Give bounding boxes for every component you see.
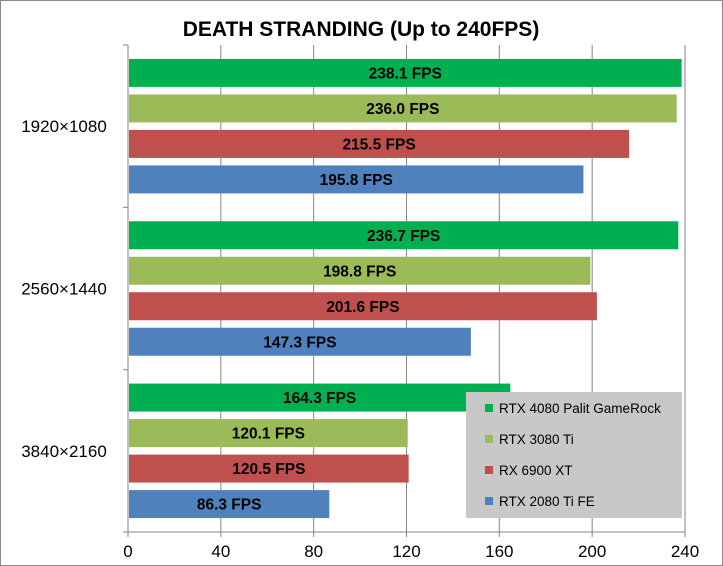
bar <box>129 454 409 483</box>
bar <box>129 419 408 448</box>
bar <box>129 58 682 87</box>
legend-box <box>466 392 682 518</box>
legend-label: RTX 2080 Ti FE <box>499 494 595 509</box>
bar-data-label: 120.5 FPS <box>232 461 305 478</box>
bar <box>129 327 471 356</box>
x-tick-label: 0 <box>123 542 132 561</box>
bar-data-label: 195.8 FPS <box>320 172 393 189</box>
category-label: 3840×2160 <box>21 442 107 461</box>
category-label: 1920×1080 <box>21 117 107 136</box>
category-label: 2560×1440 <box>21 280 107 299</box>
legend-swatch <box>485 497 493 505</box>
legend-swatch <box>485 466 493 474</box>
legend-swatch <box>485 404 493 412</box>
bar-data-label: 198.8 FPS <box>323 263 396 280</box>
x-tick-label: 200 <box>578 542 606 561</box>
x-tick-label: 40 <box>211 542 230 561</box>
bar <box>129 256 591 285</box>
bar <box>129 490 330 519</box>
bar <box>129 165 584 194</box>
bar-data-label: 86.3 FPS <box>197 497 262 514</box>
bar-data-label: 164.3 FPS <box>283 390 356 407</box>
bar <box>129 383 511 412</box>
x-tick-label: 120 <box>392 542 420 561</box>
bar-data-label: 120.1 FPS <box>232 426 305 443</box>
legend-label: RX 6900 XT <box>499 463 573 478</box>
chart-title: DEATH STRANDING (Up to 240FPS) <box>183 18 540 41</box>
legend-swatch <box>485 435 493 443</box>
x-tick-label: 240 <box>671 542 699 561</box>
bars: 238.1 FPS 236.0 FPS 215.5 FPS 195.8 FPS 236.… <box>129 58 682 519</box>
x-tick-label: 80 <box>304 542 323 561</box>
bar <box>129 94 677 123</box>
bar <box>129 129 630 158</box>
legend-label: RTX 3080 Ti <box>499 432 574 447</box>
bar-data-label: 236.7 FPS <box>367 228 440 245</box>
bar-data-label: 201.6 FPS <box>326 299 399 316</box>
bar-data-label: 215.5 FPS <box>342 136 415 153</box>
legend: RTX 4080 Palit GameRock RTX 3080 Ti RX 690… <box>466 392 682 518</box>
bar <box>129 221 679 250</box>
category-labels: 1920×1080 2560×1440 3840×2160 <box>21 44 128 533</box>
bar-data-label: 236.0 FPS <box>366 101 439 118</box>
x-axis-ticks: 0 40 80 120 160 200 240 <box>123 532 699 561</box>
x-tick-label: 160 <box>485 542 513 561</box>
bar <box>129 292 597 321</box>
bar-data-label: 147.3 FPS <box>263 334 336 351</box>
legend-label: RTX 4080 Palit GameRock <box>499 401 661 416</box>
bar-data-label: 238.1 FPS <box>369 65 442 82</box>
